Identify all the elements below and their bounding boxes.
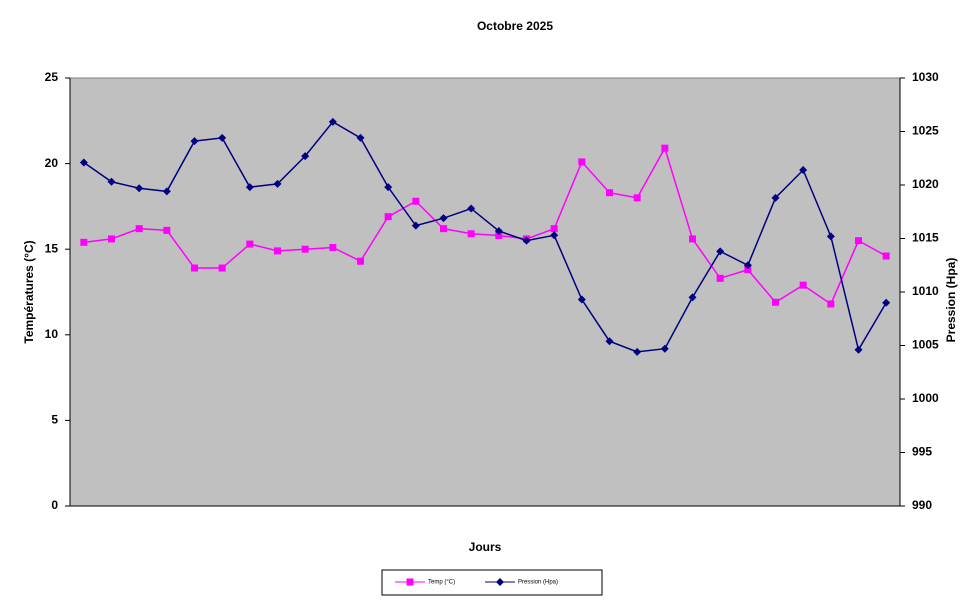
data-point <box>743 261 752 270</box>
data-point <box>855 237 862 245</box>
data-point <box>799 281 807 289</box>
data-point <box>329 243 337 251</box>
data-point <box>356 133 365 142</box>
data-point <box>273 179 282 188</box>
y-axis-label: Températures (°C) <box>22 240 36 343</box>
series-line <box>83 120 887 353</box>
data-point <box>550 225 558 233</box>
y2-tick-label: 1030 <box>912 70 939 84</box>
data-point <box>467 204 476 213</box>
legend-marker <box>406 578 414 586</box>
data-point <box>191 264 198 272</box>
chart-title: Octobre 2025 <box>477 19 553 33</box>
data-point <box>80 238 88 246</box>
data-point <box>218 133 227 142</box>
y2-tick-label: 1020 <box>912 177 939 191</box>
data-point <box>274 247 281 255</box>
data-point <box>494 227 503 236</box>
y2-tick-label: 1000 <box>912 391 939 405</box>
data-point <box>467 230 475 238</box>
data-point <box>218 264 226 272</box>
data-point <box>689 235 696 243</box>
data-point <box>854 345 863 354</box>
data-point <box>744 266 752 274</box>
data-point <box>245 183 254 192</box>
data-point <box>384 183 393 192</box>
y-tick-label: 10 <box>45 327 59 341</box>
series-line <box>83 146 887 306</box>
y-tick-label: 20 <box>45 156 59 170</box>
data-point <box>826 232 835 241</box>
data-point <box>163 226 171 234</box>
legend-label: Temp (°C) <box>428 580 455 586</box>
data-point <box>301 245 309 253</box>
data-point <box>440 225 447 233</box>
y2-tick-label: 1025 <box>912 124 939 138</box>
data-point <box>162 187 171 196</box>
data-point <box>246 240 254 248</box>
data-point <box>328 117 337 126</box>
data-point <box>827 300 835 308</box>
legend-marker <box>496 578 504 586</box>
data-point <box>716 247 725 256</box>
data-point <box>772 298 779 306</box>
data-point <box>577 295 586 304</box>
data-point <box>79 158 88 167</box>
y2-axis-label: Pression (Hpa) <box>944 258 958 343</box>
data-point <box>882 298 891 307</box>
data-point <box>301 152 310 161</box>
data-point <box>661 144 669 152</box>
data-point <box>771 193 780 202</box>
data-point <box>633 347 642 356</box>
data-point <box>412 197 420 205</box>
data-point <box>439 214 448 223</box>
data-point <box>190 137 199 146</box>
plot-area <box>69 77 901 507</box>
data-point <box>799 166 808 175</box>
data-point <box>522 236 531 245</box>
y2-tick-label: 990 <box>912 498 932 512</box>
data-point <box>882 252 890 260</box>
data-point <box>716 274 724 282</box>
data-point <box>108 235 115 243</box>
x-axis-label: Jours <box>469 540 502 554</box>
data-point <box>384 213 392 221</box>
data-point <box>135 225 143 233</box>
y-tick-label: 5 <box>51 413 58 427</box>
y2-tick-label: 1005 <box>912 338 939 352</box>
data-point <box>578 158 586 166</box>
y-tick-label: 25 <box>45 70 59 84</box>
data-point <box>107 177 116 186</box>
legend-label: Pression (Hpa) <box>518 580 558 586</box>
data-point <box>688 293 697 302</box>
data-point <box>633 194 641 202</box>
y2-tick-label: 1015 <box>912 231 939 245</box>
data-point <box>135 184 144 193</box>
data-point <box>411 221 420 230</box>
data-point <box>550 231 559 240</box>
y2-tick-label: 1010 <box>912 284 939 298</box>
y-tick-label: 15 <box>45 241 59 255</box>
data-point <box>605 337 614 346</box>
data-point <box>357 257 364 265</box>
data-point <box>495 232 503 240</box>
data-point <box>606 189 613 197</box>
y2-tick-label: 995 <box>912 445 932 459</box>
y-tick-label: 0 <box>51 498 58 512</box>
data-point <box>660 344 669 353</box>
